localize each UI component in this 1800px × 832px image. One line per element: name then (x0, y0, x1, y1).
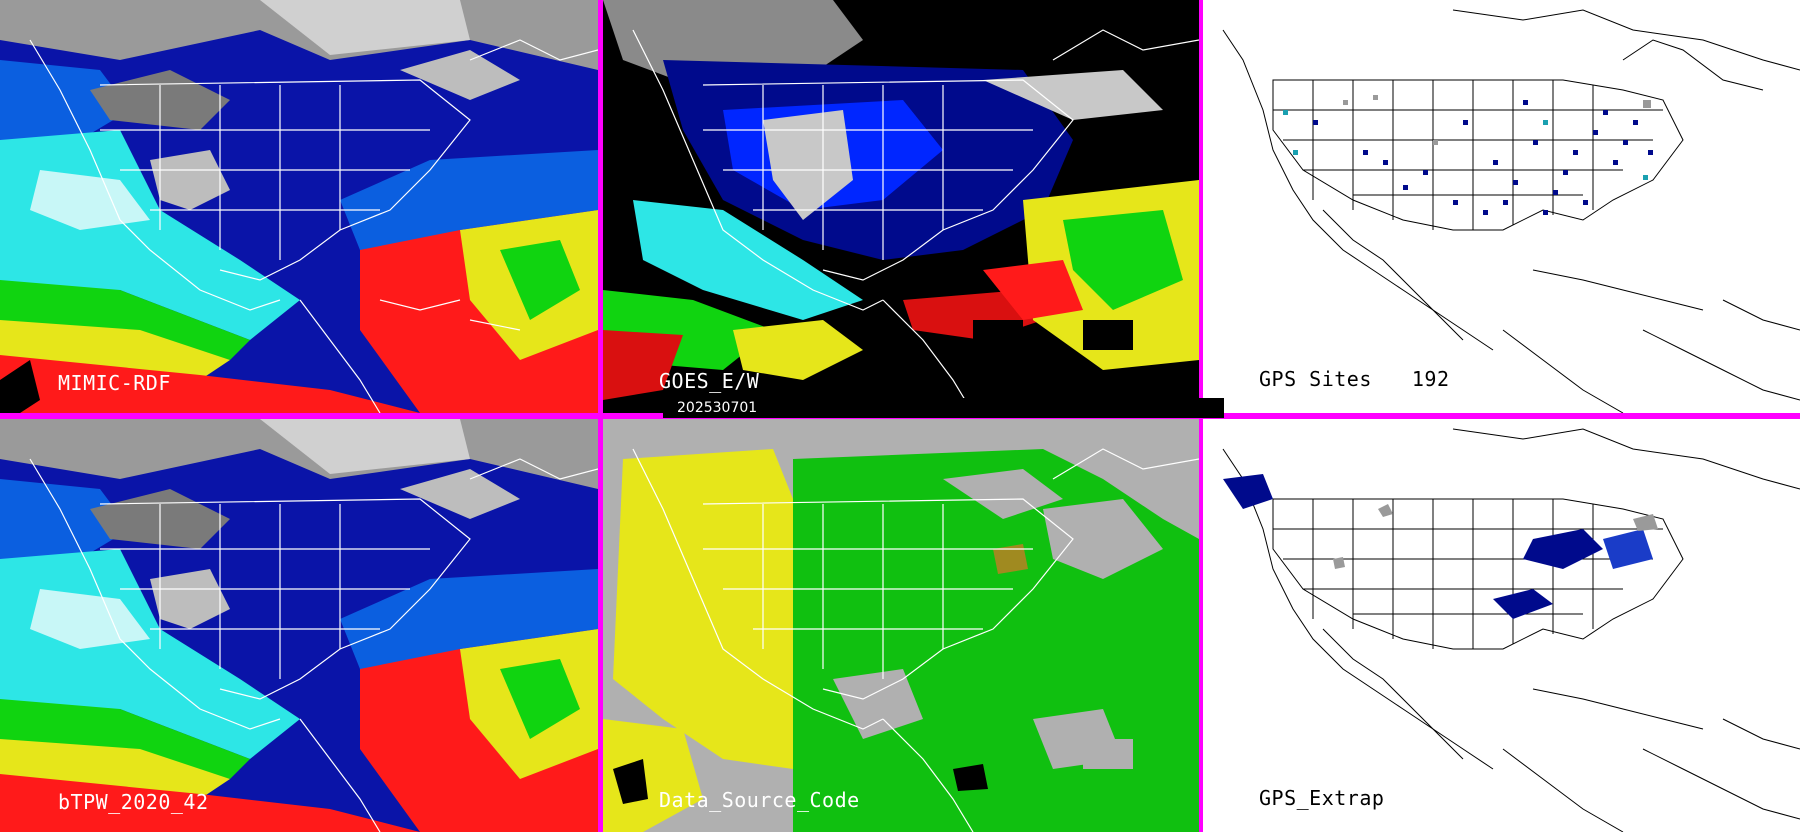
gps-sites-count: 192 (1411, 367, 1450, 391)
panel-label-btpw: bTPW_2020_42 (58, 790, 209, 814)
panel-goes-ew: GOES_E/W (603, 0, 1199, 413)
panel-gps-extrap: GPS_Extrap (1203, 419, 1800, 832)
data-source-code-map (603, 419, 1199, 832)
gps-extrap-map (1203, 419, 1800, 832)
gps-sites-map (1203, 0, 1800, 413)
panel-btpw: bTPW_2020_42 (0, 419, 598, 832)
date-stamp: 202530701 (677, 400, 758, 416)
mimic-rdf-map (0, 0, 598, 413)
date-bar: 202530701 (663, 398, 1224, 418)
panel-label-goes-ew: GOES_E/W (659, 369, 760, 393)
gps-sites-label-row: GPS Sites 192 (1259, 367, 1450, 391)
panel-label-data-source-code: Data_Source_Code (659, 788, 860, 812)
panel-label-gps-extrap: GPS_Extrap (1259, 786, 1385, 810)
panel-mimic-rdf: MIMIC-RDF (0, 0, 598, 413)
btpw-map (0, 419, 598, 832)
goes-ew-map (603, 0, 1199, 413)
panel-label-gps-sites: GPS Sites (1259, 367, 1372, 391)
panel-gps-sites: GPS Sites 192 (1203, 0, 1800, 413)
panel-data-source-code: Data_Source_Code (603, 419, 1199, 832)
panel-label-mimic-rdf: MIMIC-RDF (58, 371, 171, 395)
